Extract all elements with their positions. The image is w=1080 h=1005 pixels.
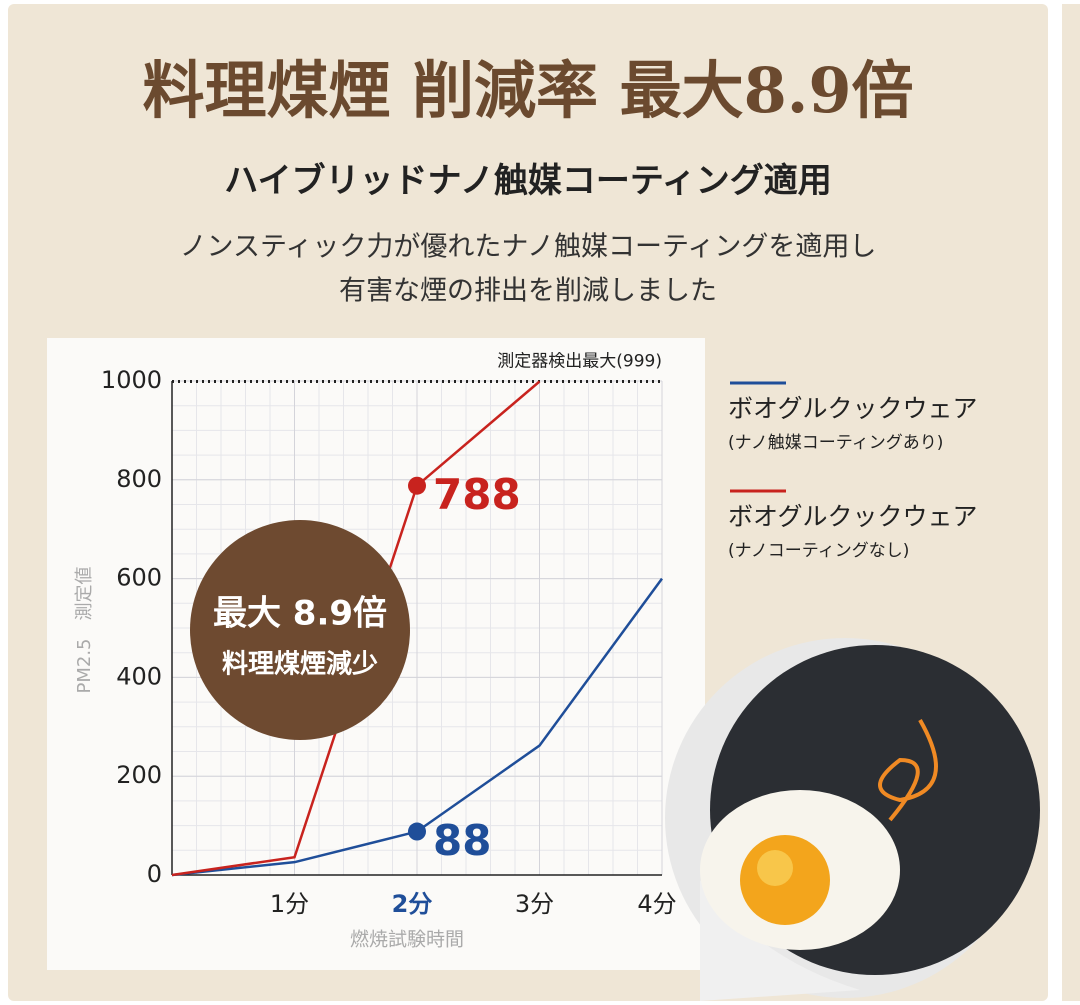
data-point bbox=[408, 476, 426, 495]
subtitle: ハイブリッドナノ触媒コーティング適用 bbox=[224, 161, 832, 201]
y-tick-label: 200 bbox=[116, 761, 162, 789]
badge-text: 最大 8.9倍 bbox=[213, 594, 387, 634]
data-point bbox=[408, 822, 426, 841]
x-tick-label: 4分 bbox=[637, 890, 676, 918]
legend-description: (ナノコーティングなし) bbox=[728, 541, 909, 561]
x-tick-label: 2分 bbox=[392, 890, 433, 918]
y-tick-label: 1000 bbox=[101, 366, 162, 394]
panel-edge bbox=[1062, 4, 1080, 1001]
title: 料理煤煙 削減率 最大8.9倍 bbox=[142, 54, 913, 127]
body-text: 有害な煙の排出を削減しました bbox=[339, 276, 717, 307]
legend-label: ボオグルクックウェア bbox=[728, 394, 978, 423]
x-tick-label: 3分 bbox=[515, 890, 554, 918]
y-tick-label: 400 bbox=[116, 662, 162, 690]
reference-label: 測定器検出最大(999) bbox=[497, 351, 662, 371]
photo bbox=[665, 638, 1040, 1001]
data-label: 88 bbox=[433, 816, 491, 865]
x-axis-label: 燃焼試験時間 bbox=[350, 929, 464, 951]
badge-text: 料理煤煙減少 bbox=[222, 650, 378, 680]
y-tick-label: 600 bbox=[116, 564, 162, 592]
x-tick-label: 1分 bbox=[270, 890, 309, 918]
y-axis-label: PM2.5 測定値 bbox=[74, 566, 95, 693]
data-label: 788 bbox=[433, 470, 521, 519]
badge-circle bbox=[190, 520, 410, 740]
legend-label: ボオグルクックウェア bbox=[728, 502, 978, 531]
y-tick-label: 0 bbox=[147, 860, 162, 888]
legend-description: (ナノ触媒コーティングあり) bbox=[728, 433, 943, 453]
body-text: ノンスティック力が優れたナノ触媒コーティングを適用し bbox=[180, 232, 877, 263]
y-tick-label: 800 bbox=[116, 465, 162, 493]
